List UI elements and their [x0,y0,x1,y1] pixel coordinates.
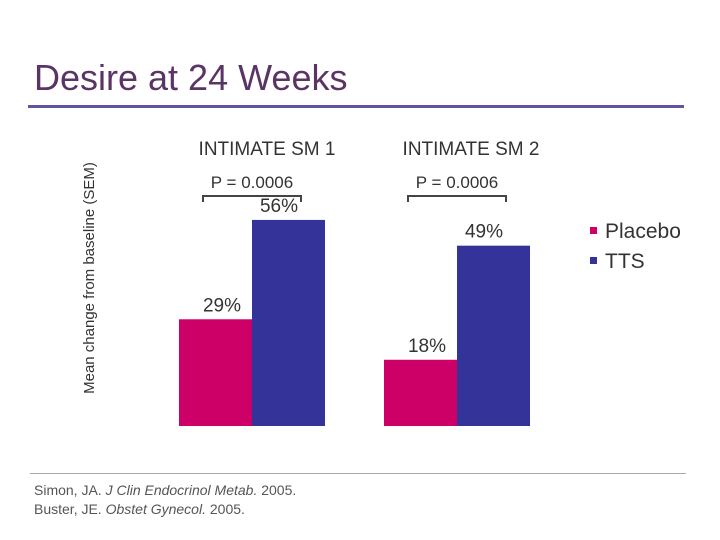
reference-2: Buster, JE. Obstet Gynecol. 2005. [34,501,245,517]
significance-bracket [407,195,507,202]
bar-placebo-2 [384,359,457,426]
data-label: 18% [408,336,446,357]
y-axis-label: Mean change from baseline (SEM) [81,162,98,394]
legend-swatch-placebo [590,227,597,234]
slide-title: Desire at 24 Weeks [34,57,348,98]
data-label: 49% [465,222,503,243]
reference-2-journal: Obstet Gynecol. [105,501,206,517]
bar-tts-1 [252,219,325,426]
reference-1-year: 2005. [257,482,297,498]
bar-placebo-1 [179,319,252,426]
footer-divider [30,473,686,474]
title-divider [28,105,684,108]
bar-tts-2 [457,245,530,426]
reference-2-author: Buster, JE. [34,501,106,517]
p-value-label: P = 0.0006 [416,173,498,192]
reference-2-year: 2005. [205,501,245,517]
reference-1-journal: J Clin Endocrinol Metab. [105,482,258,498]
legend-label-tts: TTS [605,250,645,273]
p-value-label: P = 0.0006 [211,173,293,192]
category-label: INTIMATE SM 1 [199,139,336,160]
reference-1: Simon, JA. J Clin Endocrinol Metab. 2005… [34,482,296,498]
reference-1-author: Simon, JA. [34,482,106,498]
data-label: 29% [203,295,241,316]
legend-swatch-tts [590,257,597,264]
legend-label-placebo: Placebo [605,220,681,243]
category-label: INTIMATE SM 2 [403,139,540,160]
significance-bracket [202,195,302,202]
data-label: 56% [260,196,298,217]
